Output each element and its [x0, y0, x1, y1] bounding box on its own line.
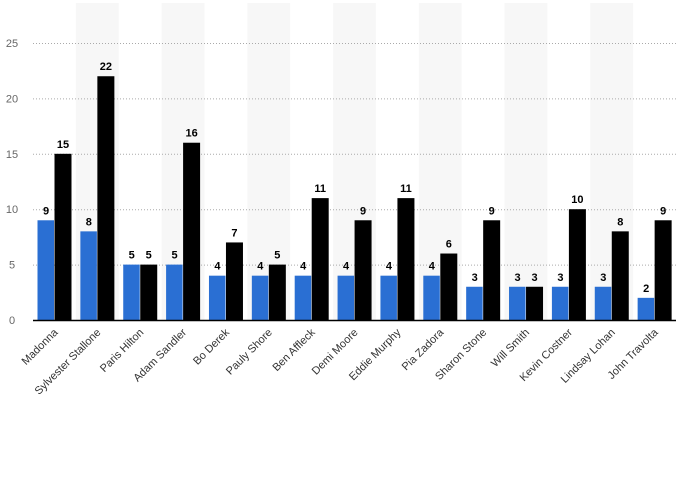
data-label: 8: [617, 216, 623, 228]
bar-series-1: [251, 275, 269, 320]
bar-series-1: [637, 297, 655, 320]
data-label: 5: [146, 250, 152, 262]
data-label: 4: [214, 261, 221, 273]
data-label: 4: [429, 261, 436, 273]
y-tick-label: 15: [6, 149, 18, 161]
bar-series-1: [37, 220, 54, 320]
y-tick-label: 10: [6, 204, 18, 216]
data-label: 9: [660, 205, 666, 217]
data-label: 3: [514, 272, 520, 284]
bar-series-1: [294, 275, 312, 320]
bar-series-1: [123, 264, 140, 320]
x-tick-label: Bo Derek: [191, 326, 232, 367]
data-label: 22: [100, 61, 112, 73]
bar-series-1: [380, 275, 397, 320]
bar-series-2: [440, 253, 458, 320]
x-tick-label: Pauly Shore: [224, 327, 275, 378]
bar-series-1: [466, 286, 483, 320]
bar-series-1: [509, 286, 526, 320]
y-tick-label: 0: [9, 315, 15, 327]
data-label: 3: [531, 272, 537, 284]
data-label: 5: [129, 250, 135, 262]
data-label: 4: [300, 261, 307, 273]
data-label: 8: [86, 216, 92, 228]
data-label: 5: [274, 250, 280, 262]
bar-series-2: [183, 142, 201, 320]
bar-series-2: [268, 264, 286, 320]
category-band: [504, 3, 548, 320]
data-label: 4: [386, 261, 393, 273]
x-tick-label: Will Smith: [489, 327, 532, 370]
data-label: 3: [472, 272, 478, 284]
y-tick-label: 25: [6, 38, 18, 50]
data-label: 3: [557, 272, 563, 284]
data-label: 2: [643, 283, 649, 295]
bar-series-2: [397, 198, 415, 320]
bar-series-2: [225, 242, 243, 320]
bar-series-1: [208, 275, 226, 320]
bar-series-1: [423, 275, 440, 320]
data-label: 6: [446, 239, 452, 251]
data-label: 4: [343, 261, 350, 273]
bar-series-1: [166, 264, 183, 320]
bar-series-2: [526, 286, 544, 320]
bar-series-2: [97, 76, 115, 321]
bar-series-2: [611, 231, 629, 320]
y-tick-label: 5: [9, 260, 15, 272]
data-label: 9: [360, 205, 366, 217]
data-label: 7: [231, 227, 237, 239]
bar-series-2: [140, 264, 158, 320]
data-label: 15: [57, 139, 69, 151]
data-label: 10: [571, 194, 583, 206]
bar-series-2: [54, 153, 72, 320]
bar-series-2: [311, 198, 329, 320]
x-tick-label: Madonna: [20, 326, 62, 368]
bar-series-1: [594, 286, 612, 320]
data-label: 5: [172, 250, 178, 262]
data-label: 3: [600, 272, 606, 284]
data-label: 11: [400, 183, 412, 195]
bar-series-2: [354, 220, 372, 320]
y-tick-label: 20: [6, 93, 18, 105]
bar-series-1: [551, 286, 569, 320]
data-label: 9: [43, 205, 49, 217]
bar-series-1: [80, 231, 97, 320]
bar-series-2: [654, 220, 672, 320]
data-label: 16: [185, 128, 197, 140]
data-label: 4: [257, 261, 264, 273]
data-label: 9: [489, 205, 495, 217]
bar-series-1: [337, 275, 355, 320]
data-label: 11: [314, 183, 326, 195]
bar-series-2: [568, 209, 586, 320]
bar-series-2: [483, 220, 501, 320]
